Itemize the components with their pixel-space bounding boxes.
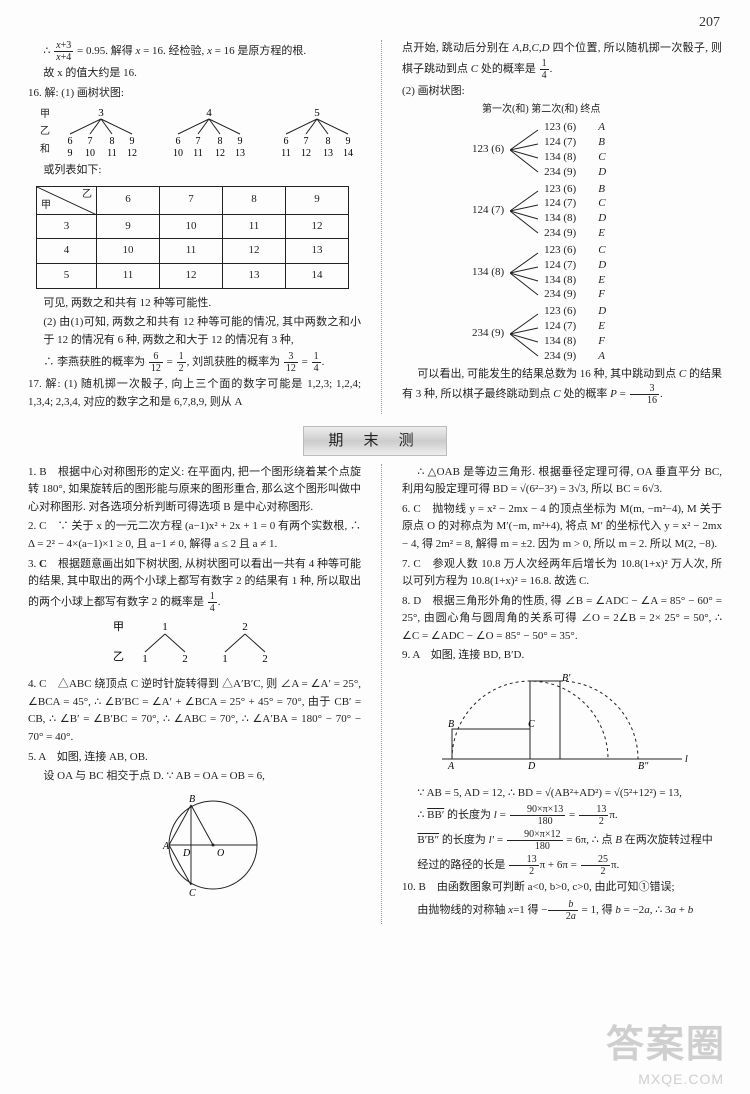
svg-text:10: 10 <box>85 148 95 158</box>
svg-text:l: l <box>685 754 688 765</box>
sum-table: 乙 甲 67 89 39101112 410111213 511121314 <box>36 186 349 289</box>
svg-text:3: 3 <box>98 107 104 119</box>
svg-text:2: 2 <box>242 621 248 633</box>
tree-3: 5 6 7 8 9 11 12 13 14 <box>278 106 356 158</box>
svg-text:9: 9 <box>238 136 243 147</box>
question-6: 6. C 抛物线 y = x² − 2mx − 4 的顶点坐标为 M(m, −m… <box>402 501 722 554</box>
top-right-column: 点开始, 跳动后分别在 A,B,C,D 四个位置, 所以随机掷一次骰子, 则棋子… <box>402 40 722 414</box>
svg-text:C: C <box>189 888 196 899</box>
svg-text:9: 9 <box>130 136 135 147</box>
section-banner: 期 末 测 <box>0 426 750 456</box>
question-1: 1. B 根据中心对称图形的定义: 在平面内, 把一个图形绕着某个点旋转 180… <box>28 464 361 517</box>
page-number: 207 <box>699 12 720 34</box>
watermark-url: MXQE.COM <box>638 1068 724 1090</box>
svg-text:4: 4 <box>206 107 212 119</box>
text: 可以看出, 可能发生的结果总数为 16 种, 其中跳动到点 C 的结果有 3 种… <box>402 366 722 407</box>
svg-text:C: C <box>528 719 535 730</box>
svg-text:B: B <box>448 719 454 730</box>
question-8: 8. D 根据三角形外角的性质, 得 ∠B = ∠ADC − ∠A = 85° … <box>402 593 722 646</box>
text: 经过的路径的长是 132π + 6π = 252π. <box>402 854 722 877</box>
table-row: 39101112 <box>37 214 349 239</box>
text: B′B″ 的长度为 l′ = 90×π×12180 = 6π, ∴ 点 B 在两… <box>402 829 722 852</box>
svg-text:2: 2 <box>182 653 188 665</box>
svg-text:A: A <box>162 841 170 852</box>
svg-text:13: 13 <box>323 148 333 158</box>
svg-text:9: 9 <box>68 148 73 158</box>
text: (2) 画树状图: <box>402 83 722 101</box>
svg-text:12: 12 <box>301 148 311 158</box>
svg-text:12: 12 <box>127 148 137 158</box>
svg-text:B: B <box>189 794 195 805</box>
svg-text:7: 7 <box>304 136 309 147</box>
svg-text:D: D <box>527 761 536 772</box>
question-5a: 5. A 如图, 连接 AB, OB. <box>28 749 361 767</box>
tree-q3: 甲 乙 1 2 1 2 1 2 <box>28 618 361 673</box>
bottom-right-column: ∴ △OAB 是等边三角形. 根据垂径定理可得, OA 垂直平分 BC, 利用勾… <box>402 464 722 924</box>
text: ∵ AB = 5, AD = 12, ∴ BD = √(AB²+AD²) = √… <box>402 785 722 803</box>
svg-text:7: 7 <box>88 136 93 147</box>
text: 点开始, 跳动后分别在 A,B,C,D 四个位置, 所以随机掷一次骰子, 则棋子… <box>402 40 722 81</box>
tree-2: 4 6 7 8 9 10 11 12 13 <box>170 106 248 158</box>
top-left-column: ∴ x+3x+4 = 0.95. 解得 x = 16. 经检验, x = 16 … <box>28 40 361 414</box>
text: 故 x 的值大约是 16. <box>28 65 361 83</box>
svg-text:13: 13 <box>235 148 245 158</box>
svg-text:9: 9 <box>346 136 351 147</box>
svg-text:8: 8 <box>218 136 223 147</box>
text: ∴ 李燕获胜的概率为 612 = 12, 刘凯获胜的概率为 312 = 14. <box>28 351 361 374</box>
figure-rotation: l A B C D B′ B″ <box>402 669 722 781</box>
table-row: 410111213 <box>37 239 349 264</box>
svg-text:O: O <box>217 848 224 859</box>
svg-text:11: 11 <box>107 148 117 158</box>
text: ∴ BB′ 的长度为 l = 90×π×13180 = 132π. <box>402 804 722 827</box>
tree-diagram-row: 甲 乙 和 3 67 89 910 1112 4 <box>40 106 361 158</box>
svg-text:乙: 乙 <box>113 650 124 663</box>
text: ∴ △OAB 是等边三角形. 根据垂径定理可得, OA 垂直平分 BC, 利用勾… <box>402 464 722 499</box>
svg-text:6: 6 <box>176 136 181 147</box>
svg-text:5: 5 <box>314 107 320 119</box>
bottom-left-column: 1. B 根据中心对称图形的定义: 在平面内, 把一个图形绕着某个点旋转 180… <box>28 464 361 924</box>
svg-text:12: 12 <box>215 148 225 158</box>
text: 由抛物线的对称轴 x=1 得 −b2a = 1, 得 b = −2a, ∴ 3a… <box>402 899 722 922</box>
text: (2) 由(1)可知, 两数之和共有 12 种等可能的情况, 其中两数之和小于 … <box>28 314 361 349</box>
svg-text:A: A <box>447 761 455 772</box>
bracket-group: 234 (9)123 (6) D124 (7) E134 (8) F234 (9… <box>472 304 722 363</box>
svg-text:1: 1 <box>222 653 228 665</box>
svg-text:1: 1 <box>142 653 148 665</box>
table-caption: 或列表如下: <box>28 162 361 180</box>
question-9a: 9. A 如图, 连接 BD, B′D. <box>402 647 722 665</box>
tree-1: 3 6 7 8 9 9 10 11 12 <box>62 106 140 158</box>
svg-text:7: 7 <box>196 136 201 147</box>
table-row: 511121314 <box>37 263 349 288</box>
text: 可见, 两数之和共有 12 种等可能性. <box>28 295 361 313</box>
question-3: 3. C 根据题意画出如下树状图, 从树状图可以看出一共有 4 种等可能的结果,… <box>28 556 361 614</box>
svg-text:8: 8 <box>326 136 331 147</box>
svg-text:14: 14 <box>343 148 353 158</box>
svg-text:11: 11 <box>193 148 203 158</box>
question-2: 2. C ∵ 关于 x 的一元二次方程 (a−1)x² + 2x + 1 = 0… <box>28 518 361 553</box>
svg-text:2: 2 <box>262 653 268 665</box>
bracket-group: 134 (8)123 (6) C124 (7) D134 (8) E234 (9… <box>472 243 722 302</box>
svg-text:B′: B′ <box>562 673 571 684</box>
bracket-group: 123 (6)123 (6) A124 (7) B134 (8) C234 (9… <box>472 120 722 179</box>
svg-text:8: 8 <box>110 136 115 147</box>
svg-text:10: 10 <box>173 148 183 158</box>
svg-text:甲: 甲 <box>113 621 124 633</box>
question-4: 4. C △ABC 绕顶点 C 逆时针旋转得到 △A′B′C, 则 ∠A = ∠… <box>28 676 361 746</box>
text: ∴ x+3x+4 = 0.95. 解得 x = 16. 经检验, x = 16 … <box>28 40 361 63</box>
tree-header: 第一次(和) 第二次(和) 终点 <box>482 102 722 118</box>
svg-text:6: 6 <box>284 136 289 147</box>
question-7: 7. C 参观人数 10.8 万人次经两年后增长为 10.8(1+x)² 万人次… <box>402 556 722 591</box>
figure-circle: A B C D O <box>28 790 361 907</box>
bracket-group: 124 (7)123 (6) B124 (7) C134 (8) D234 (9… <box>472 182 722 241</box>
svg-text:D: D <box>182 848 191 859</box>
svg-text:11: 11 <box>281 148 291 158</box>
question-10: 10. B 由函数图象可判断 a<0, b>0, c>0, 由此可知①错误; <box>402 879 722 897</box>
question-16: 16. 解: (1) 画树状图: <box>28 85 361 103</box>
question-5b: 设 OA 与 BC 相交于点 D. ∵ AB = OA = OB = 6, <box>28 768 361 786</box>
svg-text:B″: B″ <box>638 761 649 772</box>
svg-text:6: 6 <box>68 136 73 147</box>
svg-text:1: 1 <box>162 621 168 633</box>
question-17: 17. 解: (1) 随机掷一次骰子, 向上三个面的数字可能是 1,2,3; 1… <box>28 376 361 411</box>
